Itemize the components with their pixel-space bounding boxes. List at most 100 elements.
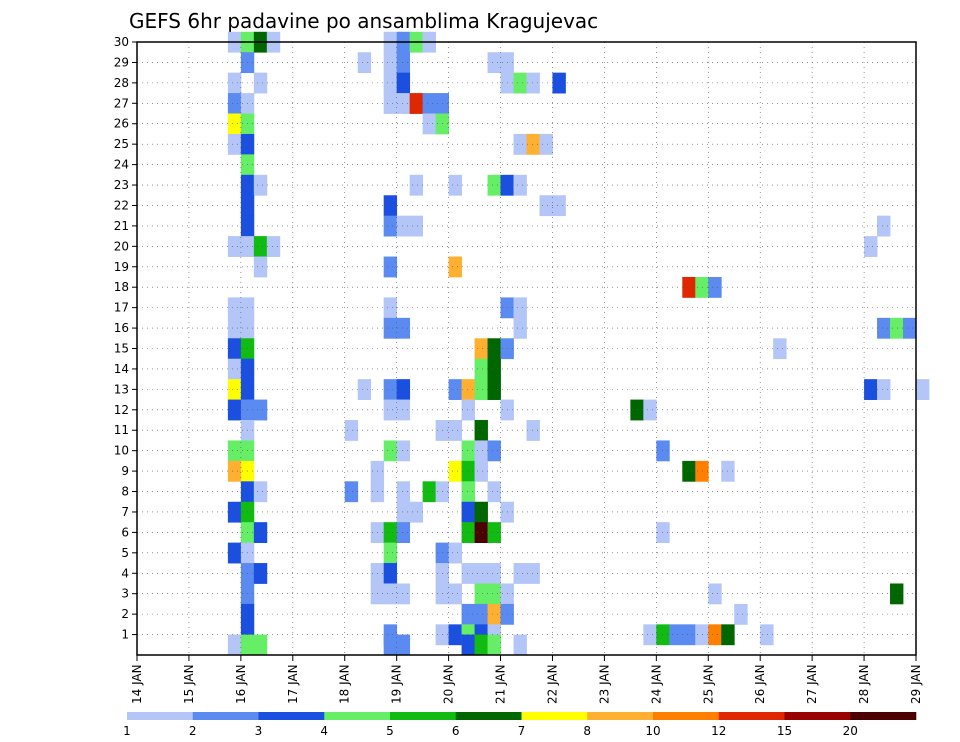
data-cell [669, 624, 683, 646]
x-tick-label: 21 JAN [494, 664, 508, 704]
data-cell [227, 317, 242, 339]
data-cell [474, 379, 488, 400]
y-tick-label: 9 [121, 464, 129, 478]
data-cell [383, 542, 398, 564]
data-cell [526, 133, 540, 155]
data-cell [461, 501, 475, 523]
data-cell [708, 276, 722, 298]
x-tick-label: 22 JAN [545, 664, 559, 704]
data-cell [864, 236, 878, 257]
data-cell [643, 624, 657, 646]
y-tick-label: 13 [114, 382, 129, 396]
legend-swatch [850, 712, 917, 720]
y-tick-label: 25 [114, 137, 129, 151]
y-tick-label: 29 [114, 55, 129, 69]
data-cell [409, 215, 424, 237]
data-cell [253, 72, 268, 94]
data-cell [474, 563, 488, 584]
legend-label: 8 [583, 724, 591, 738]
data-cell [487, 583, 501, 605]
y-tick-label: 5 [121, 546, 129, 560]
color-legend: 1 2 3 4 5 6 7 8 10 12 15 20 [123, 712, 917, 738]
y-tick-label: 21 [114, 219, 129, 233]
data-cell [461, 634, 475, 656]
y-tick-label: 6 [121, 525, 129, 539]
data-cell [383, 215, 398, 237]
data-cell [383, 399, 398, 421]
data-cell [539, 195, 553, 217]
data-cell [227, 133, 242, 155]
legend-swatch [587, 712, 654, 720]
y-tick-label: 15 [114, 342, 129, 356]
x-tick-label: 23 JAN [597, 664, 611, 704]
data-cell [773, 338, 787, 360]
data-cell [396, 399, 411, 421]
data-cell [877, 317, 891, 339]
data-cell [513, 72, 527, 94]
data-cell [552, 195, 566, 217]
data-cell [409, 93, 424, 114]
data-cell [266, 236, 281, 257]
data-cell [474, 338, 488, 360]
data-cell [227, 542, 242, 564]
data-cell [383, 440, 398, 462]
data-cell [890, 317, 904, 339]
y-tick-label: 20 [114, 239, 129, 253]
data-cell [357, 379, 372, 400]
data-cell [474, 501, 488, 523]
data-cell [240, 634, 255, 656]
data-cell [383, 52, 398, 74]
legend-swatch [324, 712, 391, 720]
legend-swatch [521, 712, 588, 720]
y-tick-label: 11 [114, 423, 129, 437]
data-cell [396, 93, 411, 114]
data-cell [526, 563, 540, 584]
data-cell [864, 379, 878, 400]
y-tick-label: 12 [114, 403, 129, 417]
data-cell [487, 174, 501, 196]
data-cell [383, 634, 398, 656]
data-cell [487, 379, 501, 400]
data-cell [396, 379, 411, 400]
x-tick-label: 19 JAN [390, 664, 404, 704]
data-cell [227, 236, 242, 257]
legend-label: 4 [320, 724, 328, 738]
data-cell [513, 317, 527, 339]
legend-label: 6 [452, 724, 460, 738]
data-cell [513, 563, 527, 584]
data-cell [422, 93, 437, 114]
data-cell [682, 460, 696, 482]
data-cell [461, 603, 475, 625]
y-tick-label: 17 [114, 301, 129, 315]
y-tick-label: 23 [114, 178, 129, 192]
data-cell [227, 379, 242, 400]
y-tick-label: 1 [121, 628, 129, 642]
data-cell [253, 634, 268, 656]
data-cell [552, 72, 566, 94]
y-tick-label: 27 [114, 96, 129, 110]
data-cell [422, 481, 437, 503]
data-cell [474, 358, 488, 380]
y-tick-label: 14 [114, 362, 129, 376]
data-cell [448, 542, 462, 564]
data-cell [487, 358, 501, 380]
data-cell [916, 379, 930, 400]
y-tick-label: 2 [121, 607, 129, 621]
legend-swatch [455, 712, 522, 720]
data-cell [383, 72, 398, 94]
legend-swatch [258, 712, 325, 720]
legend-swatch [192, 712, 259, 720]
y-tick-label: 28 [114, 76, 129, 90]
data-cell [409, 501, 424, 523]
data-cell [513, 133, 527, 155]
data-cell [461, 399, 475, 421]
data-cell [656, 522, 670, 544]
x-tick-label: 29 JAN [909, 664, 923, 704]
data-cell [474, 603, 488, 625]
data-cell [227, 113, 242, 135]
data-cell [383, 256, 398, 278]
data-cell [253, 174, 268, 196]
data-cell [227, 297, 242, 319]
y-tick-label: 7 [121, 505, 129, 519]
data-cell [760, 624, 774, 646]
